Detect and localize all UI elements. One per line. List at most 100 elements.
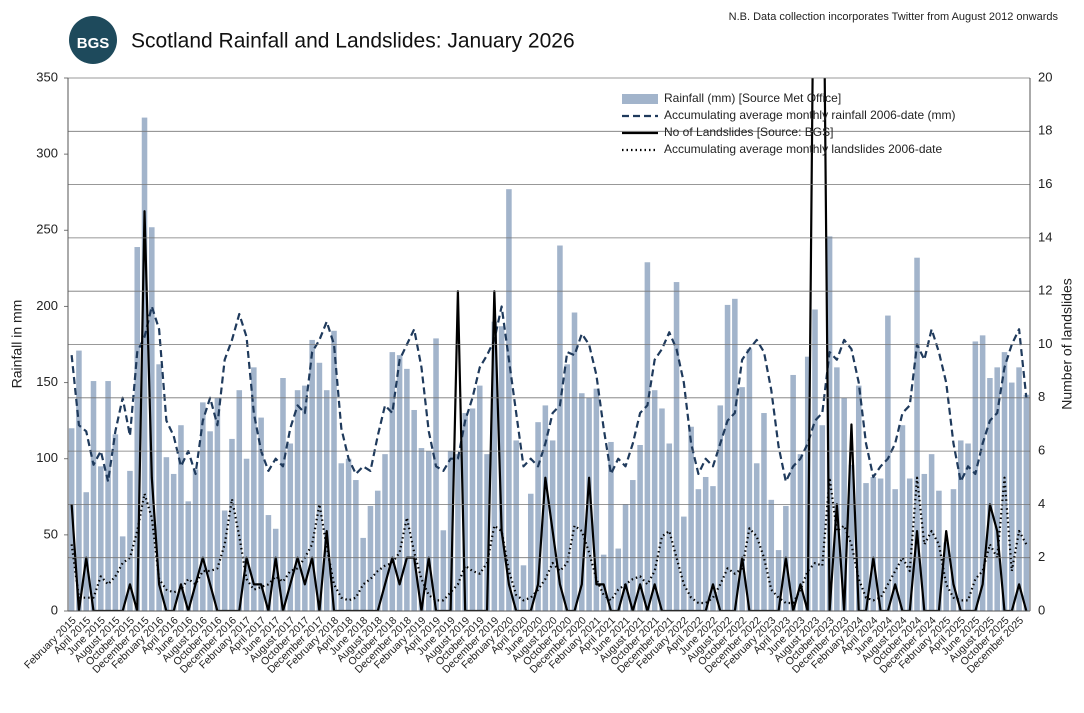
bar <box>651 390 658 611</box>
bar <box>579 393 585 611</box>
bar <box>83 492 89 611</box>
bar <box>178 425 184 611</box>
y2-tick-label: 8 <box>1038 389 1045 404</box>
bar <box>666 443 673 611</box>
bar <box>979 335 986 611</box>
bar <box>608 441 614 611</box>
bar <box>90 381 97 611</box>
bar <box>819 425 826 611</box>
y2-tick-label: 0 <box>1038 602 1045 617</box>
bar <box>797 454 804 611</box>
bar <box>848 464 855 611</box>
bar <box>710 486 716 611</box>
bar <box>374 490 381 611</box>
plot-area <box>68 78 1030 611</box>
bar <box>965 443 971 611</box>
bar <box>870 476 877 611</box>
bar <box>455 454 461 611</box>
bar <box>462 413 468 611</box>
bar <box>1023 394 1030 611</box>
bar <box>207 431 213 611</box>
bar <box>309 339 315 611</box>
bar <box>826 236 833 611</box>
bar <box>258 417 264 611</box>
bar <box>331 330 337 611</box>
bar <box>899 425 906 611</box>
y2-tick-label: 18 <box>1038 123 1052 138</box>
bar <box>302 385 308 611</box>
bar <box>134 247 141 611</box>
bar <box>447 451 454 611</box>
bar <box>440 530 447 611</box>
logo-text: BGS <box>77 35 110 52</box>
bar <box>542 405 549 611</box>
legend-swatch <box>622 94 658 104</box>
chart-title: Scotland Rainfall and Landslides: Januar… <box>131 30 575 53</box>
y-tick-label: 250 <box>36 222 58 237</box>
bar <box>280 378 286 611</box>
bar <box>425 451 432 611</box>
bar <box>170 473 177 611</box>
bar <box>418 448 425 611</box>
bar <box>112 434 119 611</box>
y2-tick-label: 10 <box>1038 336 1052 351</box>
bar <box>185 501 192 611</box>
bar <box>637 445 643 611</box>
bar <box>484 454 490 611</box>
bar <box>943 542 949 611</box>
bar <box>411 409 417 611</box>
bar <box>294 390 301 611</box>
y-tick-label: 50 <box>44 526 58 541</box>
bar <box>739 387 745 611</box>
bar <box>834 367 840 611</box>
y2-tick-label: 20 <box>1038 69 1052 84</box>
bar <box>119 536 126 611</box>
bar <box>892 489 898 611</box>
bar <box>236 390 243 611</box>
y2-tick-label: 14 <box>1038 229 1052 244</box>
bar <box>1016 367 1022 611</box>
bar <box>506 189 512 611</box>
y2-tick-label: 16 <box>1038 176 1052 191</box>
bar <box>761 413 767 611</box>
logo <box>69 16 117 64</box>
bar <box>957 440 964 611</box>
bar <box>272 528 279 611</box>
bar <box>353 480 359 611</box>
bar <box>141 117 148 611</box>
bar <box>571 312 578 611</box>
bar <box>717 405 724 611</box>
bar <box>163 457 170 611</box>
bar <box>914 257 920 611</box>
y-axis-label: Rainfall in mm <box>9 300 25 389</box>
bar <box>316 362 323 611</box>
bar <box>812 309 818 611</box>
bar <box>382 454 388 611</box>
bar <box>768 499 775 611</box>
legend-label: No of Landslides [Source: BGS] <box>664 125 833 139</box>
bar <box>994 367 1000 611</box>
line-dotted <box>70 476 1028 605</box>
bar <box>498 326 505 611</box>
bar <box>936 490 942 611</box>
bar <box>127 470 133 611</box>
bar <box>659 408 665 611</box>
bar <box>149 227 155 611</box>
y-tick-label: 100 <box>36 450 58 465</box>
bar <box>885 315 891 611</box>
legend-label: Accumulating average monthly landslides … <box>664 142 942 156</box>
bar <box>746 349 753 611</box>
bar <box>433 338 439 611</box>
bar <box>681 516 687 611</box>
bar <box>528 493 534 611</box>
bar <box>323 390 330 611</box>
bar <box>1009 382 1015 611</box>
bar <box>491 321 498 611</box>
y2-tick-label: 4 <box>1038 496 1045 511</box>
bar <box>404 368 410 611</box>
bar <box>221 510 228 611</box>
bar <box>804 356 811 611</box>
bar <box>469 408 476 611</box>
y-tick-label: 0 <box>51 602 58 617</box>
